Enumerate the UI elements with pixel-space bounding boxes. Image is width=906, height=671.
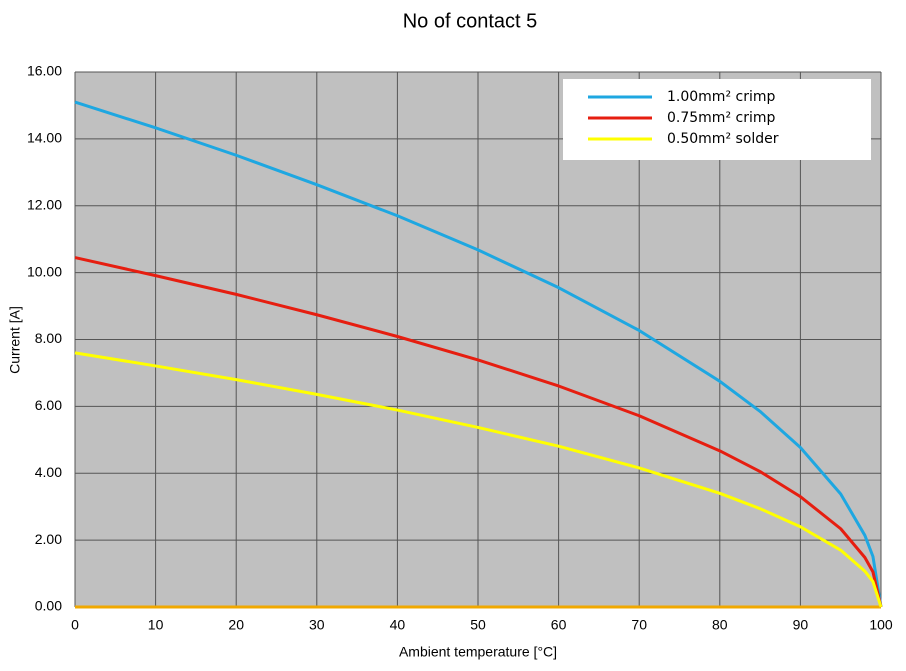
y-axis-label: Current [A] — [7, 306, 23, 374]
x-tick-label: 100 — [869, 617, 893, 633]
y-tick-label: 2.00 — [35, 531, 62, 547]
chart-title: No of contact 5 — [403, 10, 538, 32]
legend-label: 0.75mm² crimp — [667, 110, 775, 126]
y-tick-label: 8.00 — [35, 330, 62, 346]
y-tick-label: 6.00 — [35, 397, 62, 413]
legend-label: 0.50mm² solder — [667, 131, 779, 147]
y-tick-label: 10.00 — [27, 263, 62, 279]
x-axis-label: Ambient temperature [°C] — [399, 644, 557, 660]
legend-label: 1.00mm² crimp — [667, 89, 775, 105]
y-tick-label: 14.00 — [27, 130, 62, 146]
y-tick-label: 12.00 — [27, 196, 62, 212]
x-tick-label: 30 — [309, 617, 325, 633]
x-tick-label: 90 — [793, 617, 809, 633]
x-tick-label: 10 — [148, 617, 164, 633]
x-tick-label: 50 — [470, 617, 486, 633]
x-tick-label: 40 — [390, 617, 406, 633]
y-tick-label: 0.00 — [35, 598, 62, 614]
series-line — [74, 256, 883, 608]
y-tick-label: 16.00 — [27, 63, 62, 79]
x-tick-label: 80 — [712, 617, 728, 633]
x-tick-label: 70 — [631, 617, 647, 633]
series-line — [74, 351, 883, 608]
series-line — [74, 100, 883, 608]
y-tick-label: 4.00 — [35, 464, 62, 480]
x-tick-label: 0 — [71, 617, 79, 633]
x-tick-label: 20 — [228, 617, 244, 633]
x-tick-label: 60 — [551, 617, 567, 633]
